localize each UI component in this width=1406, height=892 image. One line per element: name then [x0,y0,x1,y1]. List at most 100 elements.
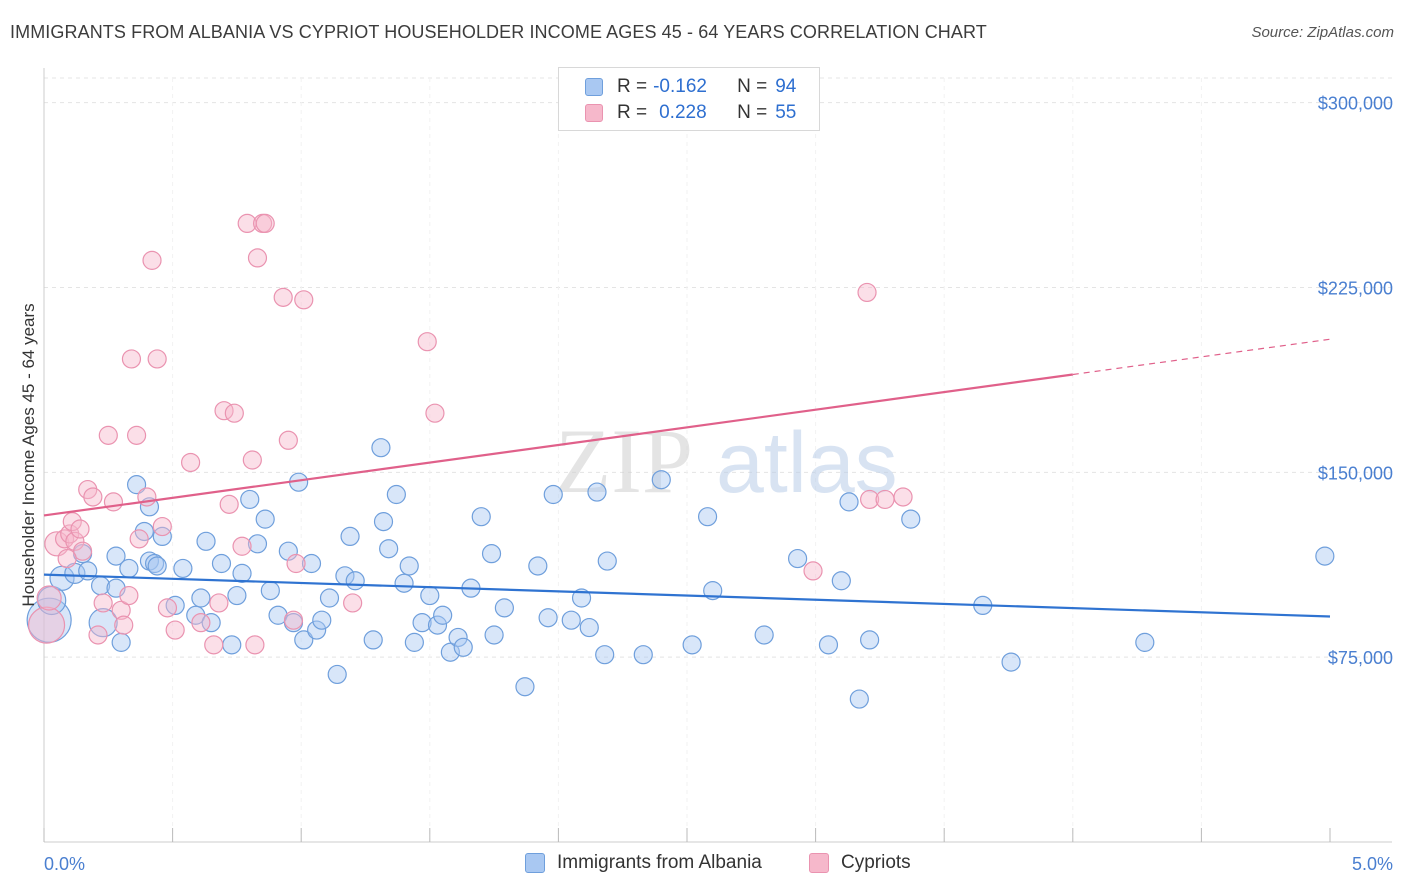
cypriots-point [165,620,185,640]
cypriots-point [181,452,201,473]
stats-row-cypriots: R = 0.228 N = 55 [585,101,796,125]
albania-point [294,630,314,650]
watermark-zip: ZIP [555,410,693,512]
swatch-albania [585,78,603,96]
cypriots-point [286,553,306,574]
cypriots-point [83,487,103,507]
albania-point [371,438,391,458]
source-label: Source: ZipAtlas.com [1251,24,1394,41]
albania-point [1001,652,1021,672]
albania-point [849,689,869,709]
cypriots-point [417,332,437,352]
legend-item-cypriots[interactable]: Cypriots [809,852,911,874]
cypriots-point [803,561,823,581]
cypriots-point [111,600,131,620]
n-label: N = [737,102,768,123]
albania-point [394,573,414,593]
albania-point [211,553,232,574]
cypriots-point [425,403,445,423]
albania-point [901,509,921,529]
cypriots-point [103,492,124,512]
cypriots-point [57,548,77,569]
trend-line-cypriots [43,373,1073,517]
albania-point [240,489,260,510]
albania-point [448,627,468,648]
watermark: ZIP atlas [555,410,898,512]
cypriots-point [27,606,66,644]
cypriots-point [147,349,167,369]
albania-point [144,553,165,574]
legend-label-albania: Immigrants from Albania [557,852,762,873]
albania-point [587,482,607,502]
albania-point [340,526,360,547]
cypriots-point [142,250,162,270]
trend-line-albania [43,573,1331,618]
albania-point [386,484,406,505]
cypriots-point [126,425,147,445]
cypriots-point [209,593,229,613]
cypriots-point [191,613,211,633]
cypriots-point [121,349,142,369]
albania-point [399,556,419,576]
legend-label-cypriots: Cypriots [841,852,911,873]
n-label: N = [737,76,768,97]
albania-point [173,558,193,579]
cypriots-point [219,494,239,514]
cypriots-point [875,489,895,510]
cypriots-point [98,425,118,445]
albania-point [860,630,880,650]
albania-point [682,635,702,655]
r-label: R = [617,102,648,123]
series-albania-points [26,438,1335,709]
albania-point [1135,632,1155,652]
cypriots-point [283,610,304,630]
cypriots-point [278,430,298,450]
albania-point [165,595,185,616]
x-tick-label: 0.0% [44,854,85,874]
albania-point [831,571,851,591]
albania-point [471,507,491,527]
albania-point [453,637,473,657]
cypriots-point [273,287,293,307]
n-value-albania: 94 [775,76,797,97]
albania-point [440,642,460,662]
albania-point [818,635,839,655]
albania-point [126,475,147,495]
albania-point [373,512,394,532]
swatch-cypriots [585,104,603,122]
legend-swatch-albania [525,853,545,873]
albania-point [651,470,671,490]
axes [43,68,1392,843]
cypriots-point [72,541,93,561]
albania-point [232,563,252,583]
cypriots-point [242,450,262,470]
albania-point [412,613,432,633]
r-label: R = [617,76,648,97]
y-tick-label: $75,000 [1328,648,1393,668]
cypriots-point [93,593,113,613]
albania-point [201,613,221,633]
albania-point [301,553,322,574]
albania-point [571,588,592,608]
albania-point [345,571,365,591]
y-tick-label: $150,000 [1318,463,1393,483]
y-axis-label: Householder Income Ages 45 - 64 years [19,303,38,606]
albania-point [247,534,268,554]
albania-point [561,610,581,630]
cypriots-point [88,625,108,645]
albania-point [147,556,167,576]
albania-point [538,608,558,628]
n-value-cypriots: 55 [775,102,797,123]
albania-point [839,492,859,512]
cypriots-point [114,615,134,635]
cypriots-point [860,489,880,510]
albania-point [543,484,563,505]
cypriots-point [119,585,139,606]
cypriots-point [157,598,178,618]
albania-point [515,677,535,697]
albania-point [307,620,327,640]
legend-item-albania[interactable]: Immigrants from Albania [525,852,762,874]
albania-point [379,539,399,559]
cypriots-point [294,290,314,310]
